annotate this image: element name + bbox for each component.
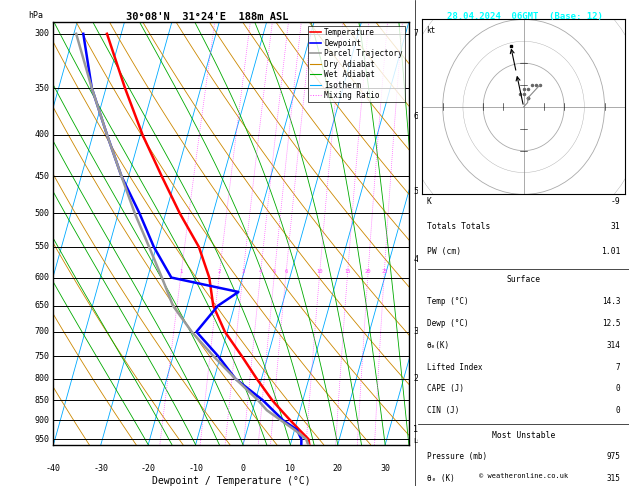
Text: 6: 6 xyxy=(413,112,418,122)
Text: 12.5: 12.5 xyxy=(602,319,621,328)
Text: Mixing Ratio (g/kg): Mixing Ratio (g/kg) xyxy=(440,190,449,277)
Text: 7: 7 xyxy=(413,29,418,38)
Text: -40: -40 xyxy=(46,464,61,473)
Text: © weatheronline.co.uk: © weatheronline.co.uk xyxy=(479,473,568,479)
Text: 600: 600 xyxy=(34,273,49,282)
Text: hPa: hPa xyxy=(28,11,43,20)
Text: 31: 31 xyxy=(611,222,621,231)
Text: Most Unstable: Most Unstable xyxy=(492,431,555,440)
Text: 2: 2 xyxy=(413,374,418,383)
Text: 30: 30 xyxy=(380,464,390,473)
Text: 1.01: 1.01 xyxy=(601,247,621,257)
Text: 314: 314 xyxy=(607,341,621,350)
Text: -9: -9 xyxy=(611,197,621,206)
Text: 30°08'N  31°24'E  188m ASL: 30°08'N 31°24'E 188m ASL xyxy=(126,12,289,22)
Legend: Temperature, Dewpoint, Parcel Trajectory, Dry Adiabat, Wet Adiabat, Isotherm, Mi: Temperature, Dewpoint, Parcel Trajectory… xyxy=(308,26,405,103)
Text: 5: 5 xyxy=(413,187,418,196)
Text: Dewpoint / Temperature (°C): Dewpoint / Temperature (°C) xyxy=(152,476,311,486)
Text: 0: 0 xyxy=(616,406,621,416)
Text: 350: 350 xyxy=(34,84,49,92)
Text: CAPE (J): CAPE (J) xyxy=(426,384,464,394)
Text: 1: 1 xyxy=(180,269,183,274)
Text: 3: 3 xyxy=(413,327,418,336)
Text: 2: 2 xyxy=(218,269,221,274)
Text: 0: 0 xyxy=(240,464,245,473)
Text: -30: -30 xyxy=(93,464,108,473)
Text: 0: 0 xyxy=(616,384,621,394)
Text: 315: 315 xyxy=(607,474,621,484)
Text: 14.3: 14.3 xyxy=(602,297,621,306)
Text: 10: 10 xyxy=(316,269,323,274)
Text: 1: 1 xyxy=(413,425,418,434)
Text: kt: kt xyxy=(426,26,436,35)
Text: 950: 950 xyxy=(34,434,49,444)
Text: 25: 25 xyxy=(381,269,387,274)
Text: 4: 4 xyxy=(259,269,262,274)
Text: 5: 5 xyxy=(273,269,276,274)
Text: Dewp (°C): Dewp (°C) xyxy=(426,319,469,328)
Text: 3: 3 xyxy=(242,269,245,274)
Text: 900: 900 xyxy=(34,416,49,425)
Text: PW (cm): PW (cm) xyxy=(426,247,461,257)
Text: 10: 10 xyxy=(286,464,296,473)
Text: CIN (J): CIN (J) xyxy=(426,406,459,416)
Text: 550: 550 xyxy=(34,243,49,251)
Text: Pressure (mb): Pressure (mb) xyxy=(426,452,487,462)
Text: -10: -10 xyxy=(188,464,203,473)
Text: 650: 650 xyxy=(34,301,49,310)
Text: 20: 20 xyxy=(365,269,371,274)
Text: 850: 850 xyxy=(34,396,49,404)
Text: 700: 700 xyxy=(34,327,49,336)
Text: 750: 750 xyxy=(34,351,49,361)
Text: 7: 7 xyxy=(616,363,621,372)
Text: 4: 4 xyxy=(413,255,418,264)
Text: Surface: Surface xyxy=(506,275,541,284)
Text: Temp (°C): Temp (°C) xyxy=(426,297,469,306)
Text: 300: 300 xyxy=(34,29,49,38)
Text: -20: -20 xyxy=(141,464,156,473)
Text: km: km xyxy=(423,11,433,20)
Text: 800: 800 xyxy=(34,374,49,383)
Text: 400: 400 xyxy=(34,130,49,139)
Text: 28.04.2024  06GMT  (Base: 12): 28.04.2024 06GMT (Base: 12) xyxy=(447,12,603,21)
Text: 450: 450 xyxy=(34,172,49,181)
Text: θₑ (K): θₑ (K) xyxy=(426,474,455,484)
Text: Lifted Index: Lifted Index xyxy=(426,363,482,372)
Text: θₑ(K): θₑ(K) xyxy=(426,341,450,350)
Text: 975: 975 xyxy=(607,452,621,462)
Text: K: K xyxy=(426,197,431,206)
Text: 500: 500 xyxy=(34,209,49,218)
Text: 20: 20 xyxy=(333,464,343,473)
Text: 15: 15 xyxy=(345,269,351,274)
Text: LCL: LCL xyxy=(413,438,426,444)
Text: ASL: ASL xyxy=(423,28,438,37)
Text: Totals Totals: Totals Totals xyxy=(426,222,490,231)
Text: 6: 6 xyxy=(284,269,288,274)
